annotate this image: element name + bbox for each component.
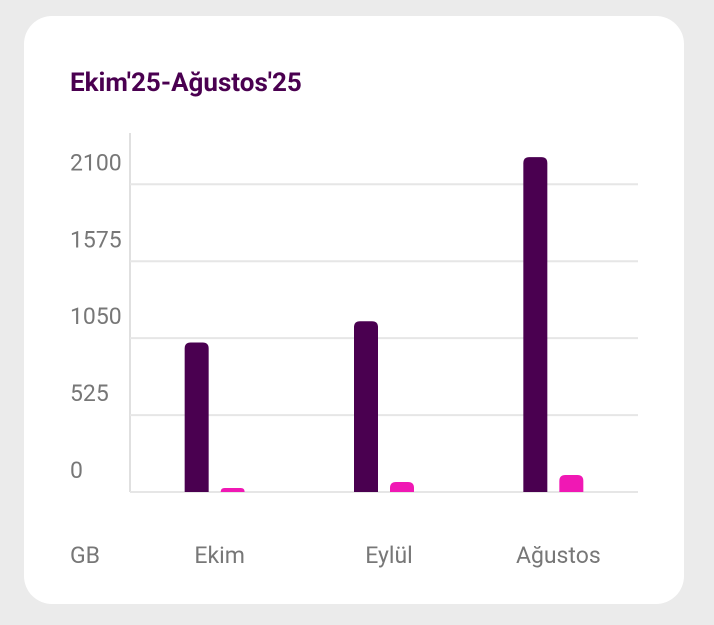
bar [559,475,584,492]
x-tick-label: Ağustos [516,542,601,569]
y-tick-label: 2100 [70,149,122,176]
y-tick-label: 0 [70,457,83,484]
bar [523,157,548,492]
y-tick-label: 525 [70,380,109,407]
y-unit-label: GB [70,542,100,569]
bar [390,482,414,492]
bar [354,321,378,492]
y-tick-label: 1575 [70,226,122,253]
chart-title: Ekim'25-Ağustos'25 [70,68,302,98]
x-tick-label: Ekim [194,542,245,569]
bar [184,342,209,492]
x-tick-label: Eylül [365,542,413,569]
card [24,16,684,604]
y-tick-label: 1050 [70,303,122,330]
bar [220,488,245,492]
